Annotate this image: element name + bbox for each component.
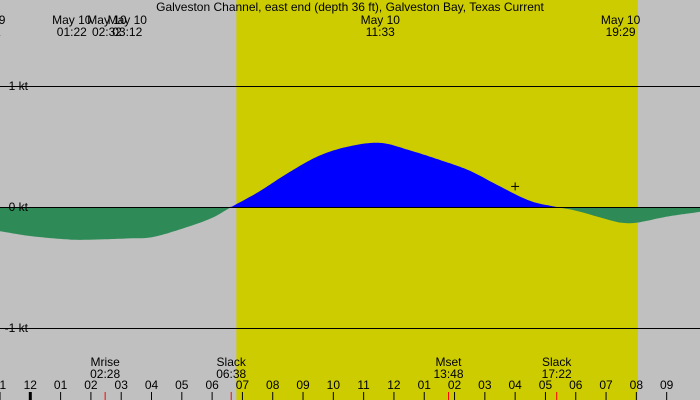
x-tick-label: 01: [418, 378, 432, 392]
x-tick-label: 12: [24, 378, 38, 392]
chart-title: Galveston Channel, east end (depth 36 ft…: [156, 0, 544, 14]
top-date-label: May 09: [0, 13, 6, 27]
x-tick-label: 10: [327, 378, 341, 392]
x-tick-label: 04: [508, 378, 522, 392]
flood-current-area: [0, 142, 700, 207]
event-time-label: 06:38: [216, 367, 246, 381]
y-axis-labels: 1 kt 0 kt -1 kt: [5, 79, 29, 335]
top-date-label: May 10: [361, 13, 401, 27]
top-date-label: May 10: [601, 13, 641, 27]
top-time-label: 19:29: [606, 25, 636, 39]
event-name-label: Slack: [217, 355, 247, 369]
ebb-current-area: [0, 207, 700, 240]
current-time-marker: [511, 182, 520, 191]
top-time-label: 02:32: [92, 25, 122, 39]
x-tick-label: 05: [175, 378, 189, 392]
top-time-label: 22:32: [0, 25, 1, 39]
top-time-label: 01:22: [57, 25, 87, 39]
x-tick-label: 02: [84, 378, 98, 392]
x-tick-label: 01: [54, 378, 68, 392]
top-time-label: 03:12: [112, 25, 142, 39]
y-tick-label: -1 kt: [5, 321, 29, 335]
top-date-label: May 10: [108, 13, 148, 27]
gridlines: [0, 86, 700, 329]
top-time-label: 11:33: [366, 25, 395, 39]
x-tick-label: 03: [115, 378, 129, 392]
event-name-label: Mset: [435, 355, 462, 369]
x-tick-label: 05: [539, 378, 553, 392]
x-tick-label: 02: [448, 378, 462, 392]
x-tick-label: 04: [145, 378, 159, 392]
x-tick-label: 08: [266, 378, 280, 392]
y-tick-label: 0 kt: [9, 200, 29, 214]
event-name-label: Mrise: [90, 355, 120, 369]
x-tick-label: 09: [296, 378, 310, 392]
event-time-label: 02:28: [90, 367, 120, 381]
x-tick-label: 11: [357, 378, 370, 392]
x-tick-label: 03: [478, 378, 492, 392]
event-time-label: 17:22: [542, 367, 572, 381]
event-time-label: 13:48: [433, 367, 463, 381]
x-tick-label: 12: [387, 378, 401, 392]
x-tick-label: 09: [660, 378, 674, 392]
x-tick-label: 08: [630, 378, 644, 392]
x-tick-label: 07: [599, 378, 613, 392]
top-date-label: May 10: [87, 13, 127, 27]
x-tick-label: 06: [205, 378, 219, 392]
x-axis: 11 12 01 02 03 04 05 06 07 08 09 10 11 12 01 02 03 04 05 06…: [0, 378, 674, 400]
top-date-label: May 10: [52, 13, 92, 27]
x-tick-label: 06: [569, 378, 583, 392]
x-tick-label: 11: [0, 378, 7, 392]
y-tick-label: 1 kt: [9, 79, 29, 93]
event-name-label: Slack: [542, 355, 572, 369]
x-tick-label: 07: [236, 378, 250, 392]
